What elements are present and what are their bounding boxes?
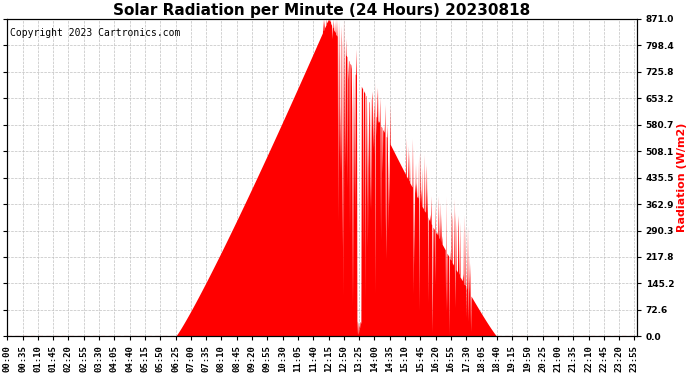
Title: Solar Radiation per Minute (24 Hours) 20230818: Solar Radiation per Minute (24 Hours) 20… xyxy=(113,3,531,18)
Y-axis label: Radiation (W/m2): Radiation (W/m2) xyxy=(677,123,687,232)
Text: Copyright 2023 Cartronics.com: Copyright 2023 Cartronics.com xyxy=(10,28,181,39)
